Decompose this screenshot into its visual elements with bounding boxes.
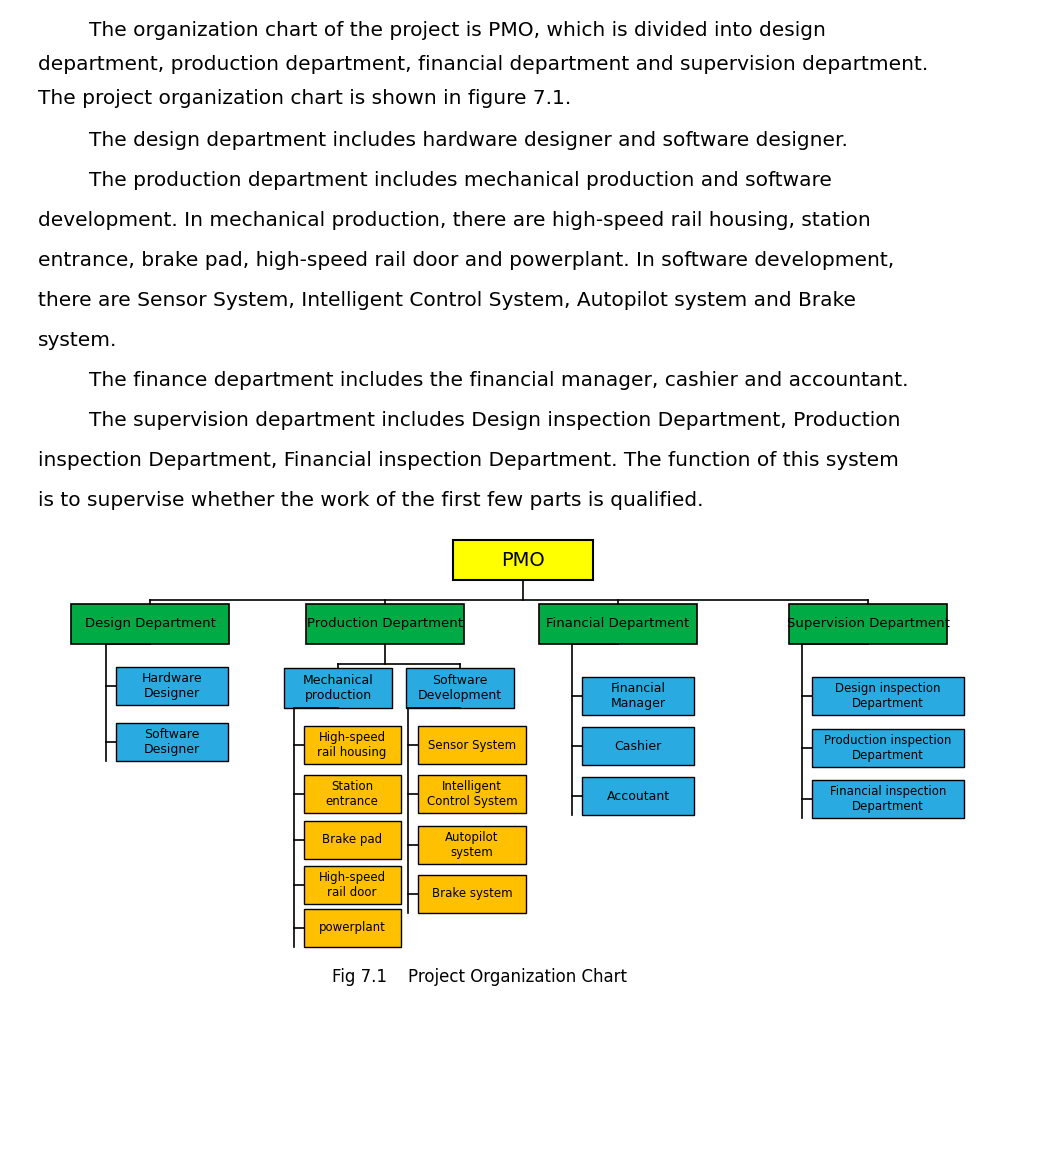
Text: Design inspection
Department: Design inspection Department: [836, 682, 940, 710]
FancyBboxPatch shape: [812, 729, 964, 766]
Text: The production department includes mechanical production and software: The production department includes mecha…: [38, 170, 832, 190]
Text: Autopilot
system: Autopilot system: [446, 831, 499, 859]
Text: The organization chart of the project is PMO, which is divided into design: The organization chart of the project is…: [38, 20, 826, 40]
Text: there are Sensor System, Intelligent Control System, Autopilot system and Brake: there are Sensor System, Intelligent Con…: [38, 291, 856, 309]
Text: Financial
Manager: Financial Manager: [611, 682, 665, 710]
Text: Production Department: Production Department: [306, 618, 463, 631]
FancyBboxPatch shape: [303, 909, 401, 947]
FancyBboxPatch shape: [582, 777, 693, 815]
Text: The project organization chart is shown in figure 7.1.: The project organization chart is shown …: [38, 89, 571, 108]
FancyBboxPatch shape: [812, 781, 964, 818]
FancyBboxPatch shape: [453, 540, 593, 580]
Text: department, production department, financial department and supervision departme: department, production department, finan…: [38, 55, 928, 74]
Text: Supervision Department: Supervision Department: [787, 618, 950, 631]
Text: PMO: PMO: [501, 551, 545, 570]
FancyBboxPatch shape: [418, 875, 526, 913]
Text: Production inspection
Department: Production inspection Department: [824, 734, 952, 762]
Text: Mechanical
production: Mechanical production: [302, 674, 373, 702]
Text: The design department includes hardware designer and software designer.: The design department includes hardware …: [38, 130, 848, 150]
Text: Software
Designer: Software Designer: [144, 728, 200, 756]
FancyBboxPatch shape: [418, 775, 526, 813]
FancyBboxPatch shape: [582, 727, 693, 765]
FancyBboxPatch shape: [306, 604, 464, 643]
Text: development. In mechanical production, there are high-speed rail housing, statio: development. In mechanical production, t…: [38, 211, 870, 230]
Text: Brake system: Brake system: [432, 887, 513, 900]
Text: The supervision department includes Design inspection Department, Production: The supervision department includes Desi…: [38, 410, 901, 429]
Text: is to supervise whether the work of the first few parts is qualified.: is to supervise whether the work of the …: [38, 491, 704, 510]
FancyBboxPatch shape: [116, 667, 228, 706]
Text: High-speed
rail housing: High-speed rail housing: [317, 731, 387, 759]
Text: High-speed
rail door: High-speed rail door: [318, 871, 386, 899]
Text: Sensor System: Sensor System: [428, 738, 516, 751]
Text: system.: system.: [38, 331, 117, 349]
FancyBboxPatch shape: [539, 604, 697, 643]
Text: The finance department includes the financial manager, cashier and accountant.: The finance department includes the fina…: [38, 370, 909, 389]
Text: inspection Department, Financial inspection Department. The function of this sys: inspection Department, Financial inspect…: [38, 450, 899, 470]
FancyBboxPatch shape: [285, 668, 392, 708]
Text: Financial Department: Financial Department: [546, 618, 689, 631]
Text: Cashier: Cashier: [614, 740, 662, 752]
FancyBboxPatch shape: [406, 668, 514, 708]
Text: Intelligent
Control System: Intelligent Control System: [427, 781, 518, 808]
Text: Fig 7.1    Project Organization Chart: Fig 7.1 Project Organization Chart: [333, 968, 628, 986]
FancyBboxPatch shape: [71, 604, 229, 643]
FancyBboxPatch shape: [812, 677, 964, 715]
Text: Accoutant: Accoutant: [607, 790, 669, 803]
Text: Financial inspection
Department: Financial inspection Department: [829, 785, 947, 813]
FancyBboxPatch shape: [789, 604, 947, 643]
Text: Brake pad: Brake pad: [322, 833, 382, 846]
FancyBboxPatch shape: [303, 822, 401, 859]
Text: Station
entrance: Station entrance: [325, 781, 379, 808]
Text: Hardware
Designer: Hardware Designer: [141, 672, 202, 700]
FancyBboxPatch shape: [418, 725, 526, 764]
FancyBboxPatch shape: [303, 725, 401, 764]
Text: entrance, brake pad, high-speed rail door and powerplant. In software developmen: entrance, brake pad, high-speed rail doo…: [38, 251, 894, 270]
Text: Software
Development: Software Development: [418, 674, 502, 702]
Text: powerplant: powerplant: [319, 921, 385, 934]
FancyBboxPatch shape: [303, 866, 401, 904]
Text: Design Department: Design Department: [85, 618, 215, 631]
FancyBboxPatch shape: [116, 723, 228, 761]
FancyBboxPatch shape: [418, 826, 526, 864]
FancyBboxPatch shape: [303, 775, 401, 813]
FancyBboxPatch shape: [582, 677, 693, 715]
